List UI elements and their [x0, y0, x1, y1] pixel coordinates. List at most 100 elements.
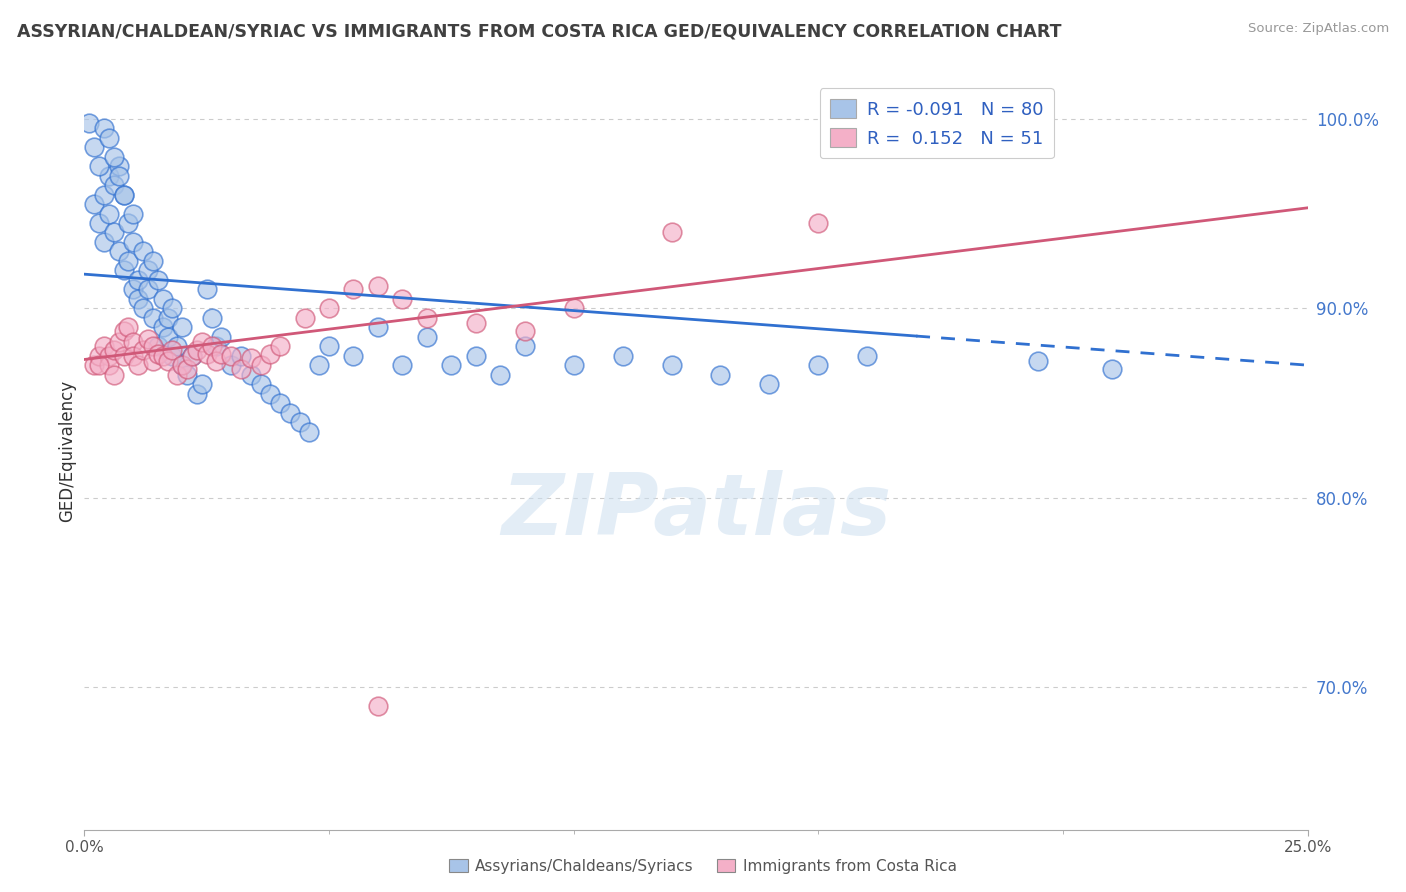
Point	[132, 343, 155, 357]
Point	[758, 377, 780, 392]
Point	[156, 354, 179, 368]
Point	[391, 292, 413, 306]
Point	[103, 368, 125, 382]
Point	[172, 358, 194, 372]
Point	[93, 187, 115, 202]
Point	[489, 368, 512, 382]
Point	[152, 349, 174, 363]
Point	[156, 329, 179, 343]
Point	[103, 178, 125, 192]
Point	[342, 349, 364, 363]
Point	[440, 358, 463, 372]
Point	[562, 301, 585, 316]
Point	[122, 349, 145, 363]
Point	[239, 368, 262, 382]
Legend: Assyrians/Chaldeans/Syriacs, Immigrants from Costa Rica: Assyrians/Chaldeans/Syriacs, Immigrants …	[443, 853, 963, 880]
Point	[318, 339, 340, 353]
Point	[117, 216, 139, 230]
Point	[132, 301, 155, 316]
Point	[97, 169, 120, 183]
Point	[195, 282, 218, 296]
Point	[294, 310, 316, 325]
Point	[186, 386, 208, 401]
Point	[87, 349, 110, 363]
Point	[416, 329, 439, 343]
Point	[200, 310, 222, 325]
Point	[612, 349, 634, 363]
Point	[103, 343, 125, 357]
Point	[172, 358, 194, 372]
Point	[219, 358, 242, 372]
Point	[107, 244, 129, 259]
Point	[156, 310, 179, 325]
Point	[807, 216, 830, 230]
Point	[136, 332, 159, 346]
Point	[112, 187, 135, 202]
Point	[367, 320, 389, 334]
Point	[132, 244, 155, 259]
Point	[172, 320, 194, 334]
Point	[709, 368, 731, 382]
Point	[562, 358, 585, 372]
Point	[318, 301, 340, 316]
Point	[195, 347, 218, 361]
Point	[209, 347, 232, 361]
Point	[342, 282, 364, 296]
Point	[97, 206, 120, 220]
Point	[661, 226, 683, 240]
Point	[83, 197, 105, 211]
Point	[97, 349, 120, 363]
Point	[136, 282, 159, 296]
Point	[219, 349, 242, 363]
Point	[97, 358, 120, 372]
Point	[107, 169, 129, 183]
Point	[239, 351, 262, 365]
Point	[127, 273, 149, 287]
Point	[117, 253, 139, 268]
Point	[77, 115, 100, 129]
Point	[176, 362, 198, 376]
Point	[107, 159, 129, 173]
Point	[87, 358, 110, 372]
Point	[176, 368, 198, 382]
Point	[181, 349, 204, 363]
Point	[661, 358, 683, 372]
Point	[146, 347, 169, 361]
Point	[162, 349, 184, 363]
Point	[103, 150, 125, 164]
Point	[181, 349, 204, 363]
Point	[229, 349, 252, 363]
Point	[1028, 354, 1050, 368]
Point	[259, 386, 281, 401]
Point	[83, 140, 105, 154]
Point	[112, 187, 135, 202]
Point	[391, 358, 413, 372]
Point	[117, 320, 139, 334]
Point	[229, 362, 252, 376]
Point	[93, 235, 115, 249]
Point	[464, 349, 486, 363]
Point	[205, 339, 228, 353]
Point	[87, 159, 110, 173]
Point	[142, 354, 165, 368]
Point	[162, 301, 184, 316]
Point	[93, 121, 115, 136]
Point	[127, 358, 149, 372]
Point	[513, 339, 536, 353]
Point	[1101, 362, 1123, 376]
Point	[146, 339, 169, 353]
Point	[205, 354, 228, 368]
Point	[209, 329, 232, 343]
Point	[856, 349, 879, 363]
Point	[298, 425, 321, 439]
Point	[112, 349, 135, 363]
Point	[249, 377, 271, 392]
Point	[103, 226, 125, 240]
Text: ASSYRIAN/CHALDEAN/SYRIAC VS IMMIGRANTS FROM COSTA RICA GED/EQUIVALENCY CORRELATI: ASSYRIAN/CHALDEAN/SYRIAC VS IMMIGRANTS F…	[17, 22, 1062, 40]
Point	[249, 358, 271, 372]
Text: ZIPatlas: ZIPatlas	[501, 469, 891, 553]
Point	[112, 324, 135, 338]
Point	[416, 310, 439, 325]
Point	[122, 282, 145, 296]
Point	[83, 358, 105, 372]
